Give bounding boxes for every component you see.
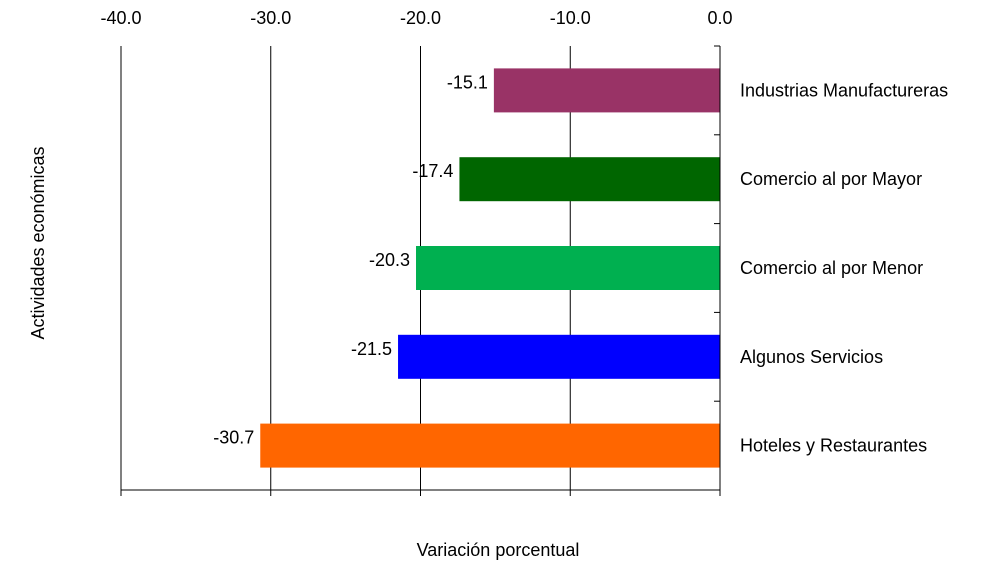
x-tick-label: -30.0: [250, 8, 291, 28]
bar-4: [398, 334, 720, 379]
x-tick-label: -40.0: [100, 8, 141, 28]
axes: [120, 45, 721, 496]
x-tick-labels: -40.0 -30.0 -20.0 -10.0 0.0: [100, 8, 732, 28]
value-label: -30.7: [213, 428, 254, 448]
x-tick-label: -10.0: [550, 8, 591, 28]
value-label: -21.5: [351, 339, 392, 359]
bars: [260, 68, 720, 468]
bar-2: [459, 157, 720, 202]
x-axis-title: Variación porcentual: [417, 540, 580, 560]
category-label: Hoteles y Restaurantes: [740, 436, 927, 456]
category-label: Comercio al por Menor: [740, 258, 923, 278]
x-tick-label: 0.0: [707, 8, 732, 28]
value-label: -17.4: [412, 161, 453, 181]
value-label: -20.3: [369, 250, 410, 270]
category-labels: Industrias Manufactureras Comercio al por…: [740, 80, 948, 455]
x-tick-label: -20.0: [400, 8, 441, 28]
y-axis-title: Actividades económicas: [28, 146, 48, 339]
bar-3: [416, 246, 720, 290]
value-labels: -15.1 -17.4 -20.3 -21.5 -30.7: [213, 72, 488, 447]
bar-5: [260, 423, 720, 468]
bar-1: [493, 68, 720, 113]
category-label: Algunos Servicios: [740, 347, 883, 367]
category-label: Comercio al por Mayor: [740, 169, 922, 189]
category-label: Industrias Manufactureras: [740, 80, 948, 100]
value-label: -15.1: [447, 72, 488, 92]
